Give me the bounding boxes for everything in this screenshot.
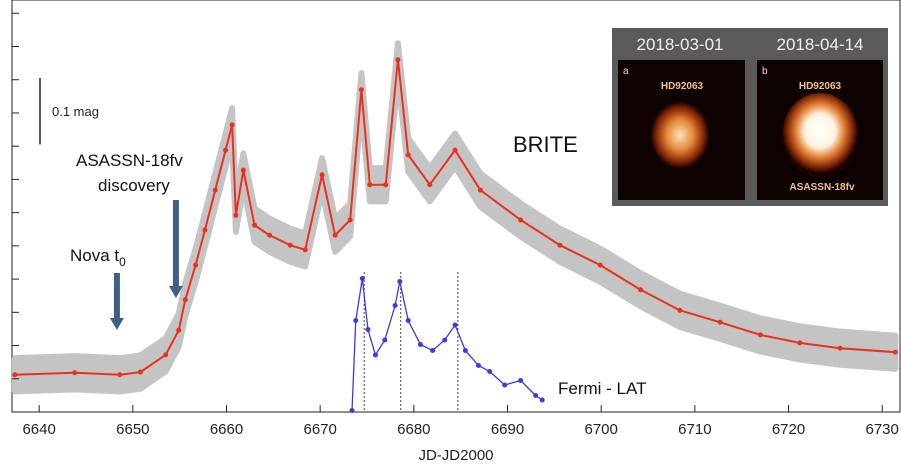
data-point	[430, 348, 436, 353]
annotation-subscript: 0	[119, 255, 126, 269]
data-point	[677, 307, 683, 313]
data-point	[223, 147, 229, 153]
star-image	[651, 102, 709, 168]
plot-frame	[11, 0, 901, 413]
annotation: discovery	[98, 176, 170, 195]
star-image	[782, 93, 858, 177]
data-point	[638, 287, 644, 293]
axes-layer: 6640 6650 6660 6670 6680 6690 6700 6710 6720 6730…	[12, 12, 899, 438]
annotation-arrow	[168, 200, 183, 298]
data-layer	[12, 57, 898, 413]
data-point	[597, 262, 603, 268]
data-point	[557, 242, 563, 248]
panel-letter: b	[762, 66, 768, 77]
star-label: HD92063	[661, 81, 704, 92]
data-point	[353, 318, 359, 323]
data-point	[252, 222, 258, 228]
data-point	[365, 327, 371, 332]
data-point	[349, 408, 355, 413]
data-point	[533, 393, 539, 398]
data-point	[502, 382, 508, 388]
x-tick-label: 6730	[866, 421, 899, 438]
data-point	[182, 297, 188, 303]
data-point	[117, 372, 123, 378]
data-point	[202, 227, 208, 233]
x-axis-label: JD-JD2000	[418, 447, 493, 464]
data-point	[395, 57, 401, 63]
data-point	[176, 327, 182, 333]
x-tick-label: 6650	[116, 421, 149, 438]
scale-bar-label: 0.1 mag	[52, 104, 99, 119]
data-point	[442, 337, 448, 343]
data-point	[382, 337, 388, 343]
x-tick-label: 6660	[210, 421, 243, 438]
data-point	[518, 378, 524, 383]
data-point	[518, 217, 524, 223]
data-point	[475, 363, 481, 368]
data-point	[539, 397, 545, 403]
x-tick-label: 6670	[303, 421, 336, 438]
data-point	[12, 372, 18, 378]
data-point	[212, 187, 218, 193]
x-tick-label: 6640	[22, 421, 55, 438]
data-point	[287, 242, 293, 248]
data-point	[477, 187, 483, 193]
annotation: Nova t0	[70, 246, 126, 269]
data-point	[405, 318, 411, 323]
star-label: HD92063	[799, 81, 842, 92]
data-point	[797, 340, 803, 346]
x-tick-label: 6690	[491, 421, 524, 438]
x-tick-label: 6680	[397, 421, 430, 438]
annotation-arrow	[109, 273, 124, 330]
data-point	[137, 369, 143, 375]
data-point	[462, 348, 468, 353]
inset-date: 2018-04-14	[777, 35, 864, 54]
data-point	[892, 349, 898, 355]
series-label: Fermi - LAT	[558, 379, 646, 398]
x-tick-label: 6710	[678, 421, 711, 438]
data-point	[397, 279, 403, 284]
data-point	[717, 319, 723, 325]
band-layer	[11, 40, 899, 395]
data-point	[319, 172, 325, 178]
x-tick-label: 6700	[585, 421, 618, 438]
inset: 2018-03-01 2018-04-14 a b HD92063 HD9206…	[612, 28, 888, 206]
data-point	[347, 217, 353, 223]
data-point	[332, 232, 338, 238]
data-point	[452, 147, 458, 153]
data-point	[487, 369, 493, 374]
data-point	[163, 352, 169, 358]
data-point	[359, 276, 365, 281]
data-point	[372, 352, 378, 358]
star-label: ASASSN-18fv	[789, 182, 854, 193]
data-point	[837, 345, 843, 351]
data-point	[383, 182, 389, 188]
data-point	[405, 152, 411, 158]
data-point	[193, 262, 199, 268]
data-point	[72, 370, 78, 376]
data-point	[233, 212, 239, 218]
panel-letter: a	[623, 66, 629, 77]
data-point	[427, 182, 433, 188]
data-point	[367, 182, 373, 188]
scatter-band	[11, 40, 899, 395]
data-point	[417, 342, 423, 347]
x-tick-label: 6720	[772, 421, 805, 438]
data-point	[229, 122, 235, 128]
series-line	[351, 278, 543, 411]
data-point	[302, 247, 308, 253]
data-point	[240, 167, 246, 173]
inset-date: 2018-03-01	[637, 35, 724, 54]
data-point	[757, 332, 763, 338]
data-point	[452, 322, 458, 328]
data-point	[358, 87, 364, 93]
data-point	[392, 303, 398, 308]
series-label: BRITE	[513, 132, 578, 157]
annotation-text: Nova t	[70, 246, 119, 265]
data-point	[267, 232, 273, 238]
annotation: ASASSN-18fv	[76, 151, 183, 170]
